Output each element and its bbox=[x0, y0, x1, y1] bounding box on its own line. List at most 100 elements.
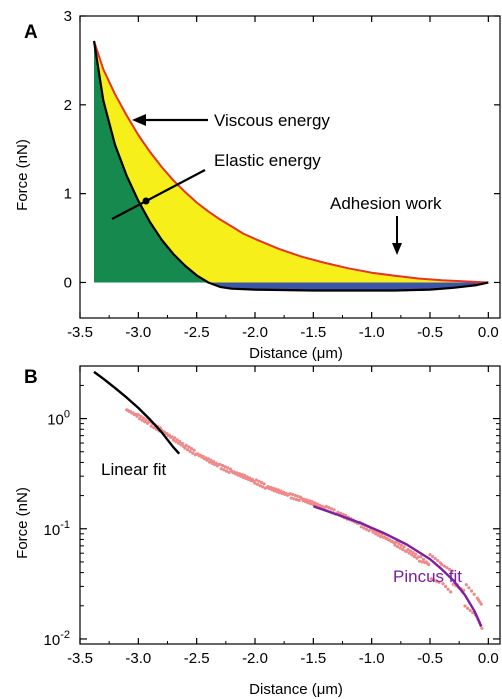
data-point bbox=[139, 414, 143, 418]
panel-a-x-axis: -3.5 -3.0 -2.5 -2.0 -1.5 -1.0 -0.5 0.0 bbox=[67, 16, 499, 341]
data-point bbox=[394, 540, 398, 544]
adhesion-work-arrowhead bbox=[392, 243, 402, 255]
panel-a-plot-frame bbox=[79, 15, 501, 319]
y-tick-label: 10-2 bbox=[44, 629, 70, 649]
data-point bbox=[451, 582, 455, 586]
data-point bbox=[256, 482, 260, 486]
data-point bbox=[279, 489, 283, 493]
data-point bbox=[222, 468, 226, 472]
data-point bbox=[419, 555, 423, 559]
data-point bbox=[243, 473, 247, 478]
y-tick-label: 0 bbox=[64, 274, 72, 291]
data-point bbox=[192, 448, 196, 452]
data-point bbox=[245, 475, 249, 479]
panel-a-letter: A bbox=[24, 22, 38, 43]
data-point bbox=[396, 545, 400, 549]
data-point bbox=[450, 569, 454, 573]
data-point bbox=[259, 480, 264, 485]
data-point bbox=[362, 526, 366, 530]
data-point bbox=[178, 440, 182, 444]
linear-fit-label: Linear fit bbox=[101, 460, 166, 479]
pincus-fit-curve bbox=[312, 505, 483, 627]
data-point bbox=[226, 466, 230, 470]
approach-curve bbox=[93, 40, 489, 284]
data-point bbox=[136, 413, 140, 417]
data-point bbox=[257, 479, 261, 483]
data-point bbox=[214, 461, 218, 465]
data-point bbox=[189, 447, 194, 451]
data-point bbox=[445, 566, 449, 570]
x-tick-label: -2.5 bbox=[184, 324, 210, 341]
data-point bbox=[152, 426, 156, 430]
data-point bbox=[258, 484, 262, 488]
data-point bbox=[379, 535, 383, 539]
panel-b-x-axis: -3.5 -3.0 -2.5 -2.0 -1.5 -1.0 -0.5 0.0 bbox=[67, 366, 499, 667]
data-point bbox=[224, 469, 229, 473]
x-tick-label: -1.5 bbox=[300, 650, 326, 667]
data-point bbox=[310, 500, 314, 504]
x-tick-label: -1.0 bbox=[359, 650, 385, 667]
data-point bbox=[206, 457, 210, 461]
y-tick-label: 100 bbox=[47, 409, 70, 429]
data-point bbox=[367, 529, 371, 533]
x-tick-label: -2.5 bbox=[184, 650, 210, 667]
data-point bbox=[288, 492, 292, 496]
data-point bbox=[271, 486, 275, 490]
data-point bbox=[253, 481, 257, 485]
data-point bbox=[437, 580, 441, 584]
data-point bbox=[237, 472, 241, 476]
data-point bbox=[173, 436, 177, 440]
data-point bbox=[339, 511, 343, 515]
data-point bbox=[209, 458, 213, 462]
data-point bbox=[221, 463, 225, 468]
x-tick-label: 0.0 bbox=[478, 650, 499, 667]
data-point bbox=[428, 553, 432, 557]
y-tick-label: 2 bbox=[64, 97, 72, 114]
y-tick-label: 10-1 bbox=[44, 519, 70, 539]
data-point bbox=[296, 494, 300, 498]
elastic-energy-pointer bbox=[111, 169, 206, 220]
data-point bbox=[446, 587, 450, 591]
panel-a-energy-regions bbox=[94, 40, 489, 291]
x-tick-label: -3.0 bbox=[125, 650, 151, 667]
data-point bbox=[327, 506, 331, 510]
data-point bbox=[436, 559, 440, 563]
data-point bbox=[292, 497, 296, 501]
data-point bbox=[412, 555, 416, 559]
data-point bbox=[442, 564, 446, 568]
x-tick-label: -2.0 bbox=[242, 324, 268, 341]
data-point bbox=[469, 589, 474, 593]
data-point bbox=[431, 554, 435, 559]
annotation-elastic-energy: Elastic energy bbox=[111, 151, 321, 220]
panel-a: A -3.5 -3.0 -2.5 -2.0 -1.5 -1.0 -0.5 0.0 0 1 2 3 D… bbox=[14, 8, 501, 362]
x-tick-label: -3.5 bbox=[67, 324, 93, 341]
data-point bbox=[227, 470, 231, 474]
data-point bbox=[219, 467, 223, 471]
x-tick-label: -1.0 bbox=[359, 324, 385, 341]
panel-a-curves bbox=[92, 40, 489, 292]
linear-fit-curve bbox=[93, 370, 181, 455]
x-tick-label: -0.5 bbox=[417, 650, 443, 667]
data-point bbox=[468, 608, 472, 613]
panel-b-y-axis-title: Force (nN) bbox=[14, 487, 31, 559]
data-point bbox=[175, 438, 179, 442]
data-point bbox=[336, 510, 340, 514]
annotation-adhesion-work: Adhesion work bbox=[330, 194, 442, 255]
data-point bbox=[184, 443, 188, 447]
data-point bbox=[204, 456, 208, 460]
data-point bbox=[180, 441, 184, 446]
adhesion-work-region bbox=[208, 282, 489, 291]
data-point bbox=[170, 435, 174, 439]
data-point bbox=[261, 485, 265, 489]
data-point bbox=[464, 583, 468, 587]
panel-b-y-axis: 100 10-1 10-2 bbox=[44, 365, 500, 649]
data-point bbox=[297, 498, 301, 502]
x-tick-label: 0.0 bbox=[478, 324, 499, 341]
data-point bbox=[406, 548, 410, 552]
data-point bbox=[427, 563, 431, 567]
data-point bbox=[421, 557, 426, 561]
data-point bbox=[402, 545, 406, 549]
data-point bbox=[397, 542, 401, 546]
data-point bbox=[211, 460, 216, 464]
